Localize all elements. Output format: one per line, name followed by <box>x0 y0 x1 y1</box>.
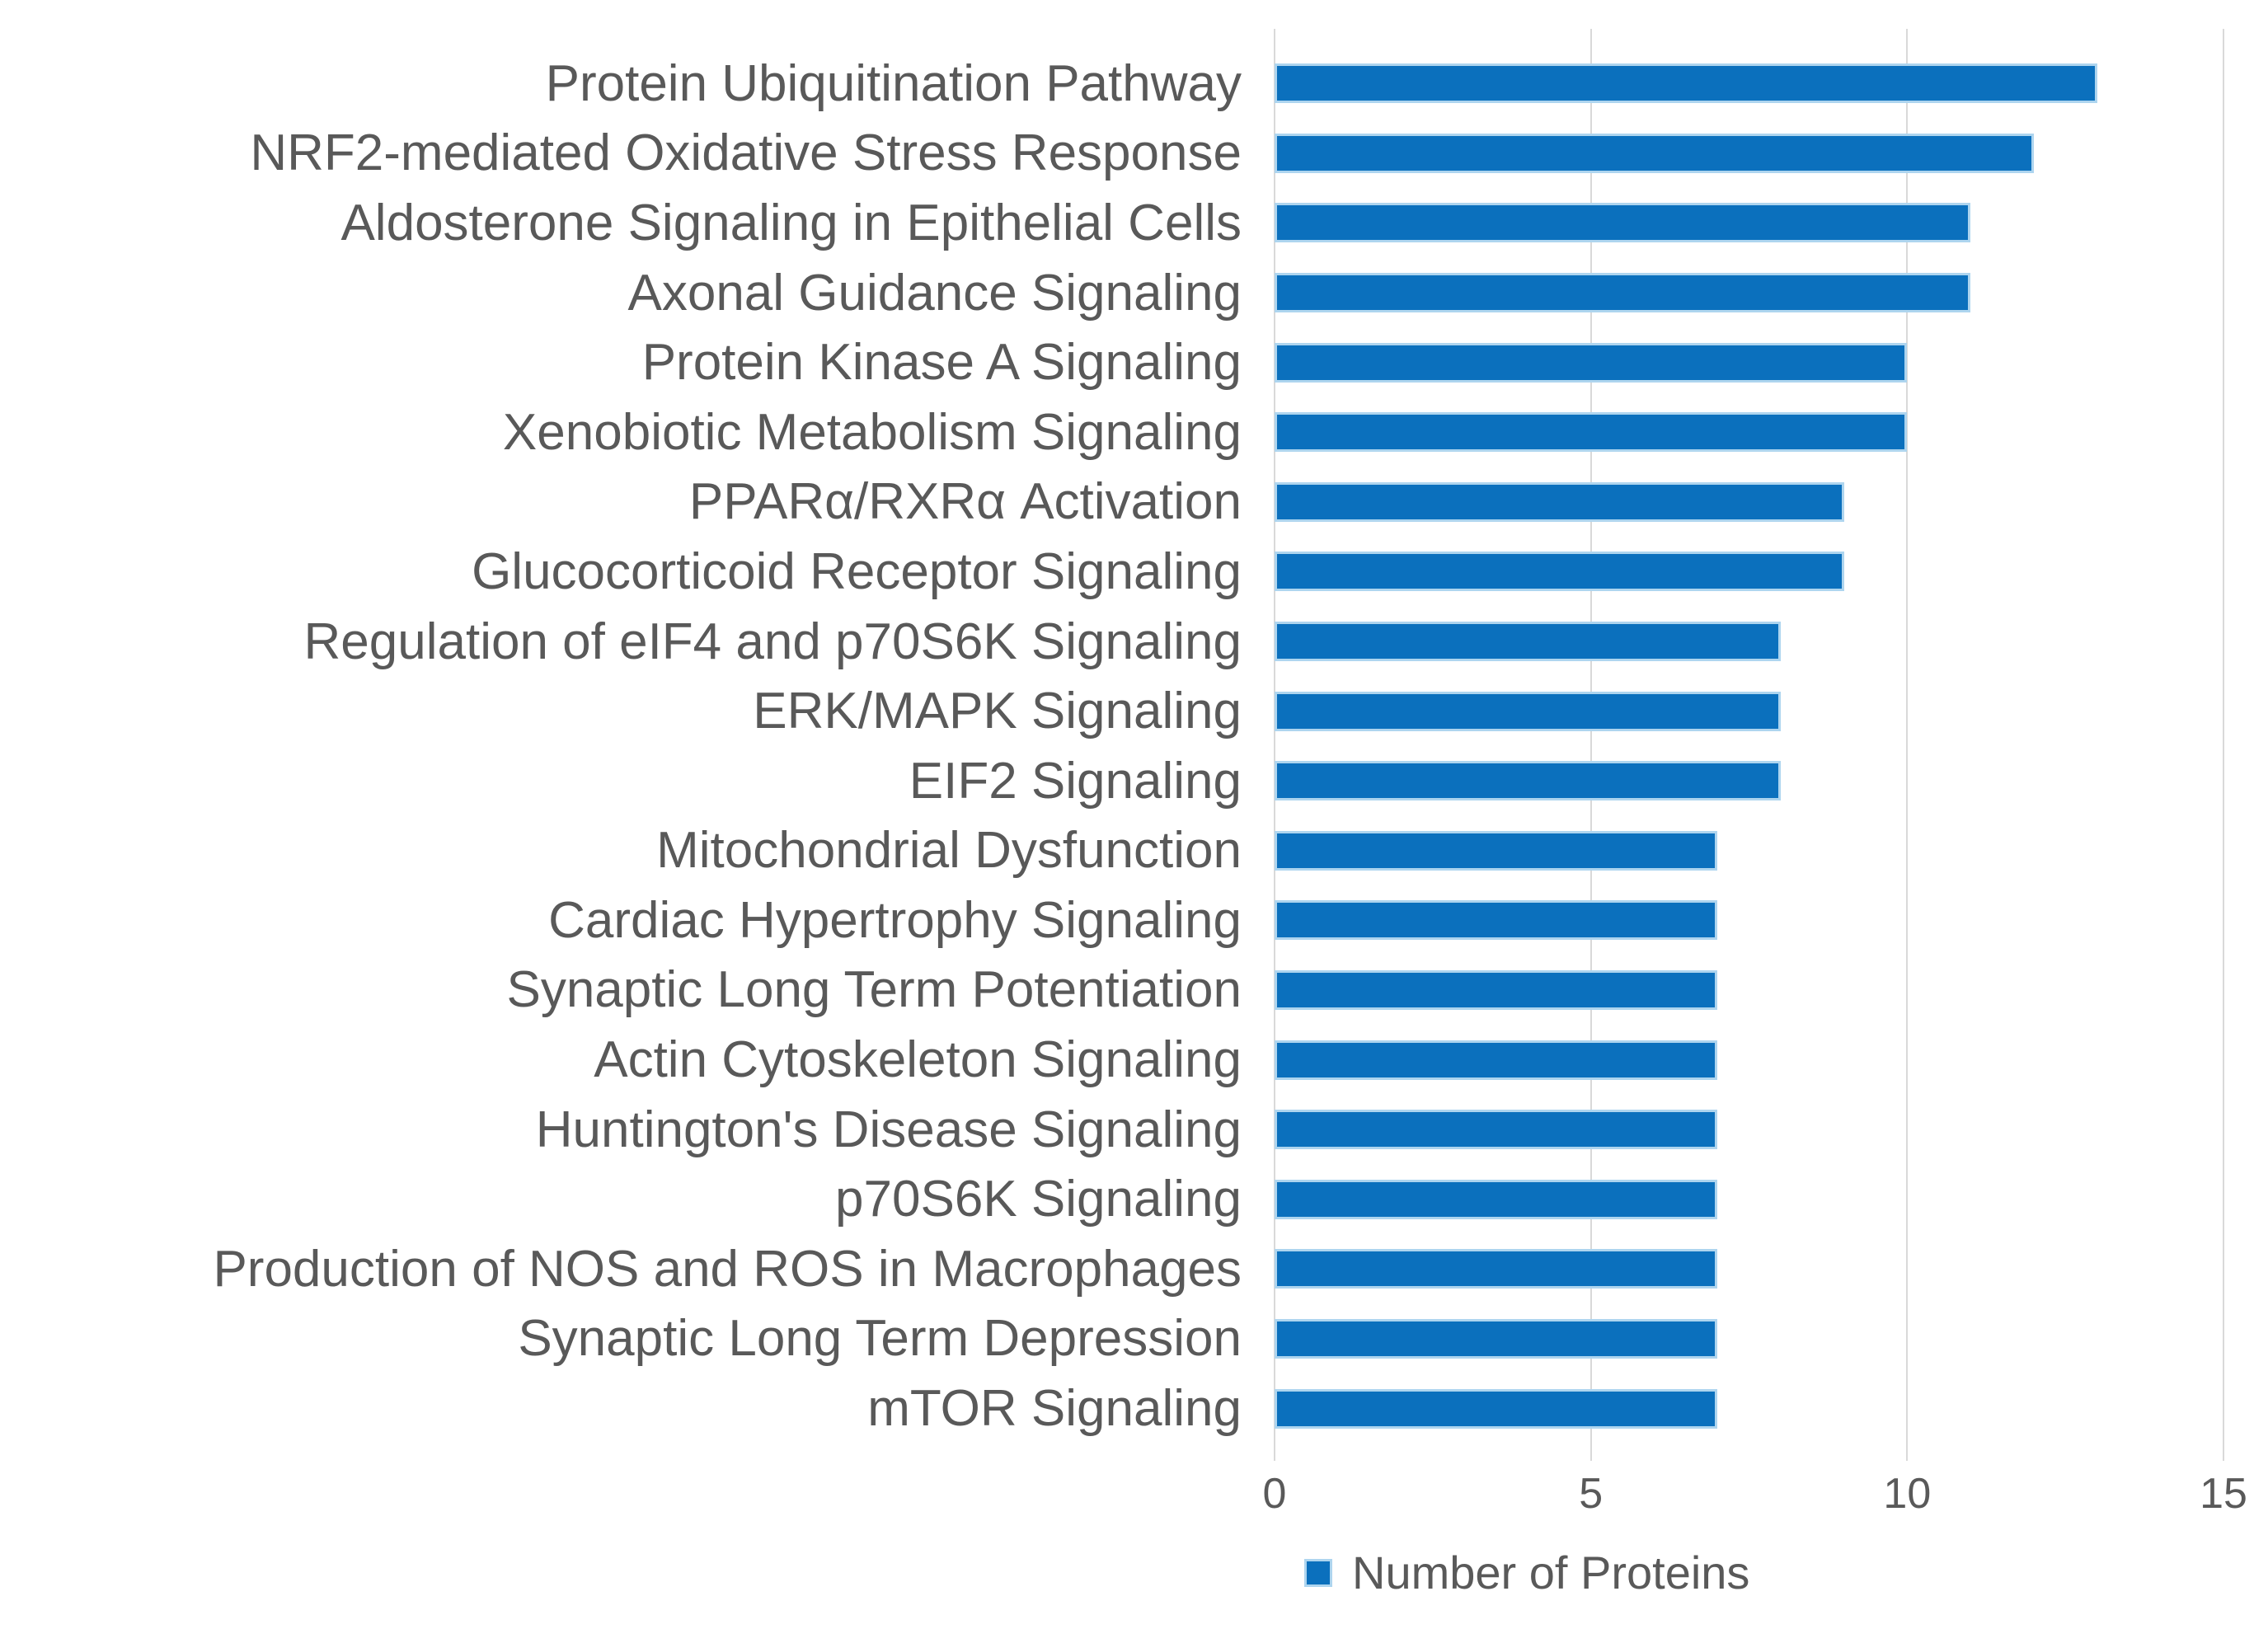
bar <box>1275 1249 1718 1289</box>
chart-row: Cardiac Hypertrophy Signaling <box>0 885 2268 955</box>
bar <box>1275 1179 1718 1219</box>
x-tick-label: 10 <box>1883 1470 1932 1518</box>
category-label: Mitochondrial Dysfunction <box>656 822 1242 880</box>
chart-row: Xenobiotic Metabolism Signaling <box>0 397 2268 467</box>
category-label: Protein Kinase A Signaling <box>641 334 1242 392</box>
category-label: mTOR Signaling <box>867 1380 1242 1438</box>
category-label: Protein Ubiquitination Pathway <box>545 54 1242 112</box>
bar <box>1275 970 1718 1011</box>
bar <box>1275 830 1718 871</box>
legend: Number of Proteins <box>1304 1550 1749 1596</box>
chart-row: Axonal Guidance Signaling <box>0 258 2268 328</box>
bar <box>1275 622 1781 662</box>
bar <box>1275 761 1781 801</box>
bar <box>1275 900 1718 941</box>
legend-label: Number of Proteins <box>1352 1547 1750 1598</box>
category-label: Synaptic Long Term Depression <box>518 1310 1242 1368</box>
bar <box>1275 1040 1718 1080</box>
category-label: Cardiac Hypertrophy Signaling <box>548 891 1242 949</box>
chart-row: Regulation of eIF4 and p70S6K Signaling <box>0 607 2268 677</box>
chart-row: Synaptic Long Term Potentiation <box>0 955 2268 1026</box>
x-tick-label: 5 <box>1579 1470 1604 1518</box>
chart-row: Synaptic Long Term Depression <box>0 1304 2268 1374</box>
category-label: Glucocorticoid Receptor Signaling <box>472 542 1242 600</box>
bar <box>1275 1110 1718 1150</box>
category-label: Synaptic Long Term Potentiation <box>506 961 1242 1019</box>
chart-row: Protein Kinase A Signaling <box>0 327 2268 397</box>
chart-row: p70S6K Signaling <box>0 1165 2268 1235</box>
chart-row: Glucocorticoid Receptor Signaling <box>0 537 2268 607</box>
chart-row: ERK/MAPK Signaling <box>0 676 2268 746</box>
category-label: Huntington's Disease Signaling <box>535 1101 1242 1158</box>
category-label: Xenobiotic Metabolism Signaling <box>502 403 1242 461</box>
category-label: Regulation of eIF4 and p70S6K Signaling <box>303 613 1242 670</box>
bar <box>1275 133 2034 173</box>
bar <box>1275 481 1844 522</box>
chart-row: Production of NOS and ROS in Macrophages <box>0 1234 2268 1304</box>
bar <box>1275 1318 1718 1359</box>
gridline-x-15 <box>2223 29 2224 1461</box>
chart-row: EIF2 Signaling <box>0 746 2268 816</box>
category-label: Aldosterone Signaling in Epithelial Cell… <box>340 194 1242 251</box>
bar <box>1275 273 1971 313</box>
gridline-x-10 <box>1906 29 1909 1461</box>
chart-row: Mitochondrial Dysfunction <box>0 816 2268 886</box>
category-label: Production of NOS and ROS in Macrophages <box>213 1240 1242 1298</box>
category-label: p70S6K Signaling <box>835 1171 1242 1228</box>
chart-row: PPARα/RXRα Activation <box>0 467 2268 538</box>
bar <box>1275 342 1908 383</box>
chart-rows: Protein Ubiquitination Pathway NRF2-media… <box>0 49 2268 1444</box>
chart-row: Actin Cytoskeleton Signaling <box>0 1025 2268 1095</box>
chart-row: Aldosterone Signaling in Epithelial Cell… <box>0 188 2268 258</box>
chart-row: NRF2-mediated Oxidative Stress Response <box>0 119 2268 189</box>
bar <box>1275 412 1908 453</box>
chart-row: Huntington's Disease Signaling <box>0 1095 2268 1165</box>
chart-row: Protein Ubiquitination Pathway <box>0 49 2268 119</box>
gridline-x-5 <box>1589 29 1592 1461</box>
x-tick-label: 0 <box>1262 1470 1287 1518</box>
bar <box>1275 63 2097 104</box>
bar <box>1275 203 1971 243</box>
category-label: Actin Cytoskeleton Signaling <box>594 1031 1242 1089</box>
legend-color-swatch <box>1304 1559 1332 1587</box>
bar <box>1275 1388 1718 1429</box>
category-label: Axonal Guidance Signaling <box>627 264 1242 322</box>
gridline-x-0 <box>1274 29 1275 1461</box>
category-label: EIF2 Signaling <box>909 752 1242 810</box>
bar <box>1275 552 1844 592</box>
category-label: NRF2-mediated Oxidative Stress Response <box>250 124 1242 182</box>
chart-row: mTOR Signaling <box>0 1373 2268 1444</box>
x-tick-label: 15 <box>2200 1470 2247 1518</box>
category-label: PPARα/RXRα Activation <box>688 473 1242 531</box>
bar <box>1275 691 1781 731</box>
category-label: ERK/MAPK Signaling <box>753 683 1242 740</box>
